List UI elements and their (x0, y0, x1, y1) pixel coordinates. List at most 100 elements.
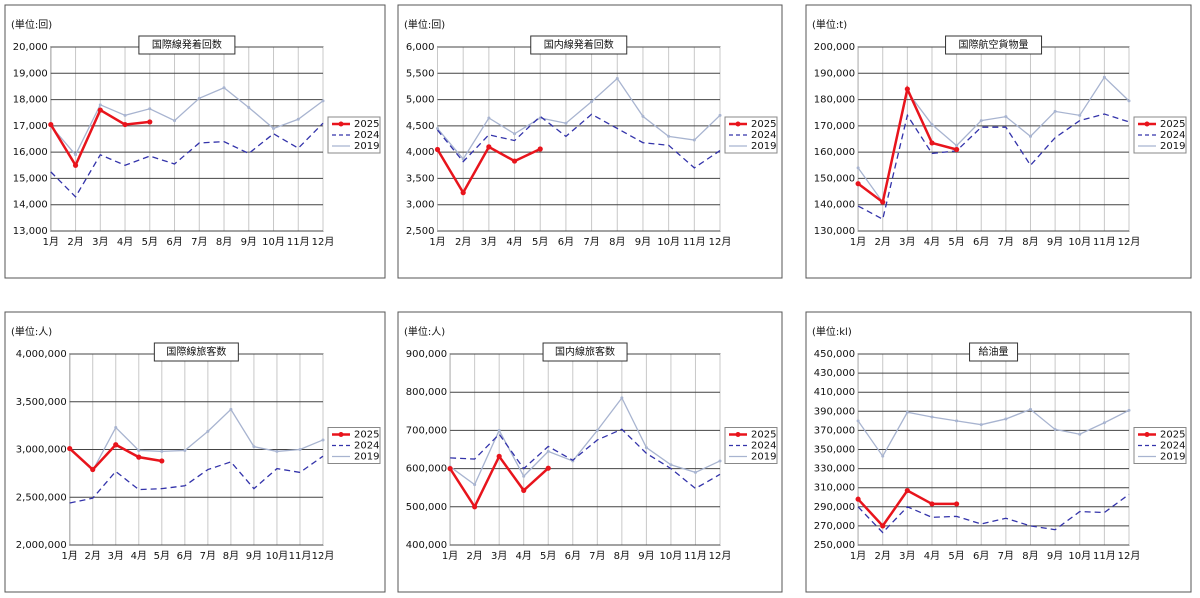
data-point (1102, 421, 1106, 425)
data-point (644, 446, 648, 450)
legend-label: 2024 (751, 441, 776, 452)
x-tick-label: 8月 (1022, 550, 1038, 562)
y-tick-label: 450,000 (814, 349, 855, 360)
x-tick-label: 10月 (266, 550, 289, 562)
x-tick-label: 6月 (558, 236, 574, 248)
data-point (136, 454, 142, 460)
data-point (252, 445, 256, 449)
x-tick-label: 8月 (614, 550, 630, 562)
y-tick-label: 14,000 (13, 200, 48, 211)
data-point (856, 166, 860, 170)
legend-marker (735, 121, 741, 127)
x-tick-label: 7月 (583, 236, 599, 248)
y-tick-label: 600,000 (406, 464, 447, 475)
y-tick-label: 2,000,000 (16, 540, 67, 551)
y-tick-label: 400,000 (406, 540, 447, 551)
y-tick-label: 430,000 (814, 368, 855, 379)
series-line (50, 122, 324, 198)
y-tick-label: 13,000 (13, 226, 48, 237)
x-tick-label: 8月 (216, 236, 232, 248)
legend-label: 2019 (354, 452, 379, 463)
data-point (590, 100, 594, 104)
data-point (929, 140, 935, 146)
x-tick-label: 4月 (506, 236, 522, 248)
x-tick-label: 10月 (262, 236, 285, 248)
data-point (513, 132, 517, 136)
x-tick-label: 9月 (635, 236, 651, 248)
legend-label: 2019 (354, 141, 379, 152)
data-point (98, 103, 102, 107)
unit-label: (単位:人) (404, 325, 445, 338)
series-line (437, 77, 721, 161)
x-tick-label: 12月 (1118, 550, 1141, 562)
legend-label: 2024 (1160, 130, 1185, 141)
y-tick-label: 350,000 (814, 445, 855, 456)
unit-label: (単位:回) (404, 18, 445, 31)
y-tick-label: 20,000 (13, 42, 48, 53)
x-tick-label: 11月 (683, 236, 706, 248)
data-point (955, 144, 959, 148)
data-point (667, 134, 671, 138)
x-tick-label: 3月 (899, 550, 915, 562)
data-point (159, 458, 165, 464)
x-tick-label: 5月 (142, 236, 158, 248)
unit-label: (単位:回) (11, 18, 52, 31)
data-point (595, 428, 599, 432)
chart-panel: (単位:kl) 1月 2月 3月 4月 5月 6月 7月 8月 9月 10月 11月 12月 250,00… (805, 311, 1192, 593)
series-line (857, 408, 1130, 458)
x-tick-label: 12月 (312, 550, 335, 562)
x-tick-label: 9月 (1047, 550, 1063, 562)
x-tick-label: 5月 (540, 550, 556, 562)
legend-label: 2019 (1160, 452, 1185, 463)
x-tick-label: 4月 (516, 550, 532, 562)
data-point (718, 113, 722, 117)
x-tick-label: 11月 (289, 550, 312, 562)
y-tick-label: 18,000 (13, 95, 48, 106)
data-point (472, 504, 478, 510)
x-tick-label: 5月 (154, 550, 170, 562)
data-point (1078, 113, 1082, 117)
data-point (546, 449, 550, 453)
legend-label: 2024 (751, 130, 776, 141)
y-tick-label: 250,000 (814, 540, 855, 551)
legend-label: 2025 (354, 119, 379, 130)
data-point (173, 119, 177, 123)
y-tick-label: 17,000 (13, 121, 48, 132)
data-point (123, 113, 127, 117)
y-tick-label: 390,000 (814, 406, 855, 417)
y-tick-label: 5,500 (406, 68, 435, 79)
data-point (718, 459, 722, 463)
x-tick-label: 6月 (973, 236, 989, 248)
x-tick-label: 10月 (660, 550, 683, 562)
y-tick-label: 800,000 (406, 387, 447, 398)
y-tick-label: 170,000 (814, 121, 855, 132)
data-point (461, 157, 465, 161)
data-point (641, 114, 645, 118)
x-tick-label: 8月 (223, 550, 239, 562)
chart-title: 給油量 (979, 345, 1009, 358)
legend-label: 2019 (751, 141, 776, 152)
data-point (855, 496, 861, 502)
data-point (979, 119, 983, 123)
data-point (881, 454, 885, 458)
x-tick-label: 7月 (998, 550, 1014, 562)
y-tick-label: 330,000 (814, 464, 855, 475)
data-point (856, 419, 860, 423)
data-point (473, 483, 477, 487)
title-box (969, 342, 1019, 362)
legend-marker (1144, 432, 1150, 437)
legend-label: 2024 (354, 441, 379, 452)
series-line (69, 455, 324, 504)
x-tick-label: 8月 (609, 236, 625, 248)
legend-marker (338, 121, 344, 127)
x-tick-label: 4月 (924, 550, 940, 562)
data-point (955, 419, 959, 423)
legend-label: 2019 (1160, 141, 1185, 152)
x-tick-label: 6月 (565, 550, 581, 562)
chart-panel: (単位:回) 1月 2月 3月 4月 5月 6月 7月 8月 9月 10月 11月 12月 13,000 1… (4, 4, 386, 279)
data-point (160, 449, 164, 453)
data-point (434, 146, 441, 153)
chart-panel: (単位:人) 1月 2月 3月 4月 5月 6月 7月 8月 9月 10月 11月 12月 2,000,0… (4, 311, 386, 593)
data-point (496, 453, 502, 459)
